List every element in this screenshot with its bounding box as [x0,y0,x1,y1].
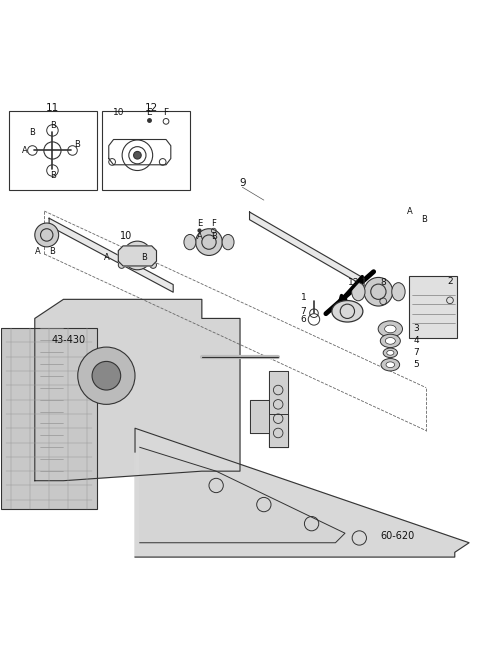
Text: B: B [421,215,427,224]
Text: A: A [35,247,40,256]
Bar [1,328,97,509]
Circle shape [150,262,156,268]
Text: 1: 1 [300,293,306,302]
Text: A: A [22,146,28,155]
Text: 10: 10 [112,108,124,117]
Text: 43-430: 43-430 [51,335,85,345]
Text: B: B [74,140,80,150]
Text: 11: 11 [46,102,59,113]
Circle shape [130,248,145,263]
Polygon shape [35,299,240,481]
Text: A: A [197,232,202,241]
Ellipse shape [380,334,400,348]
Text: B: B [49,247,55,256]
Text: 2: 2 [447,277,453,286]
Ellipse shape [384,325,396,333]
Text: 7: 7 [414,348,420,358]
Text: 10: 10 [120,232,132,241]
Text: 7: 7 [300,307,306,316]
Text: E: E [197,220,202,228]
Ellipse shape [378,321,403,337]
Circle shape [118,262,125,268]
Text: F: F [211,220,216,228]
Bar [409,276,457,338]
Circle shape [78,347,135,404]
Polygon shape [118,246,156,266]
Polygon shape [250,400,288,447]
Ellipse shape [332,300,363,322]
Text: 60-620: 60-620 [380,531,415,541]
Bar [102,111,190,190]
Circle shape [196,229,222,255]
Polygon shape [49,218,173,292]
Text: 13: 13 [348,278,360,287]
Text: 9: 9 [239,178,246,188]
Text: A: A [104,253,109,262]
Ellipse shape [385,338,396,344]
Polygon shape [250,212,364,286]
Text: B: B [142,253,147,262]
Ellipse shape [352,283,365,301]
Circle shape [35,223,59,247]
Polygon shape [135,428,469,557]
Circle shape [123,241,152,270]
Text: A: A [407,207,412,216]
Text: 8: 8 [380,278,386,287]
Text: B: B [50,171,56,180]
Ellipse shape [383,348,397,358]
Text: 6: 6 [300,315,306,324]
Text: E: E [146,108,152,117]
Ellipse shape [386,362,395,367]
Text: 4: 4 [414,337,420,346]
Ellipse shape [222,234,234,250]
Circle shape [364,277,393,306]
Text: B: B [50,121,56,130]
Ellipse shape [392,283,405,301]
Ellipse shape [387,350,394,355]
Bar [9,111,97,190]
Text: 12: 12 [145,102,158,113]
Text: 3: 3 [414,325,420,333]
Text: B: B [211,232,216,241]
Text: 5: 5 [414,360,420,369]
Circle shape [92,361,120,390]
Ellipse shape [381,359,400,371]
Polygon shape [269,371,288,447]
Ellipse shape [184,234,196,250]
Text: B: B [29,128,36,137]
Polygon shape [140,447,345,543]
Circle shape [133,152,141,159]
Text: F: F [164,108,168,117]
Circle shape [134,253,140,258]
